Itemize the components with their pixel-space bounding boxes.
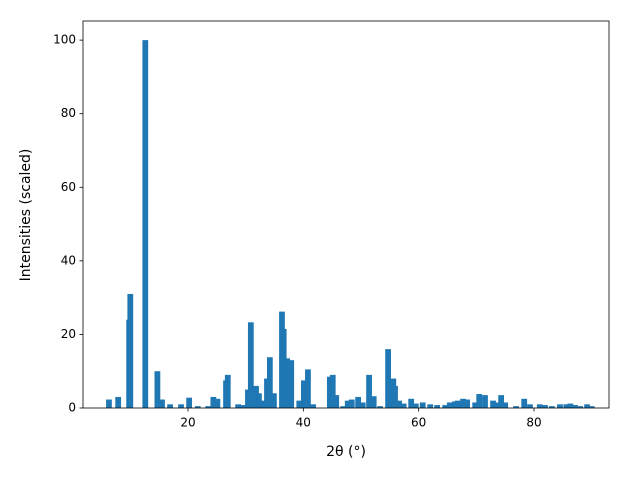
bar [288,360,295,408]
bar [340,406,346,408]
bar [106,399,112,408]
bar [329,374,336,408]
bar [159,399,165,408]
bar [284,358,291,408]
bar [494,402,500,408]
bar [542,405,548,408]
y-tick-label: 60 [61,180,76,194]
bar [127,293,134,408]
bar [355,396,361,408]
bar [408,398,415,408]
bar [235,404,242,408]
bar [271,393,277,408]
bar [584,404,590,408]
bar [301,380,307,408]
bar [412,403,419,408]
y-tick-label: 40 [61,253,76,267]
bar [344,400,351,408]
bar [549,406,555,408]
x-tick-label: 80 [526,416,541,430]
bar [178,404,184,408]
x-tick-label: 40 [296,416,311,430]
bar [258,400,265,408]
bar [490,400,496,408]
bar [442,405,449,408]
bar [536,404,543,408]
bar [482,395,488,408]
bar [296,400,303,408]
bar [557,404,563,408]
bar [527,404,533,408]
bar [142,40,149,409]
bar [385,349,391,408]
bar [377,406,383,408]
bar [577,406,584,408]
bar [396,400,402,408]
bar [194,406,201,408]
bar [513,406,520,408]
bar [392,385,398,408]
bar [333,395,340,408]
bar [359,402,366,408]
bar [210,396,217,408]
bar [476,394,483,408]
x-tick-label: 20 [180,416,195,430]
y-axis-label: Intensities (scaled) [18,149,34,282]
bar [186,397,193,408]
bar [305,369,311,408]
bar [460,398,466,408]
x-axis-label: 2θ (°) [326,444,366,460]
bar [472,402,479,408]
bar [154,371,161,408]
y-tick-label: 20 [61,327,76,341]
x-tick-label: 60 [411,416,426,430]
bar [115,396,122,408]
bar [464,399,471,408]
bar [400,403,407,408]
y-tick-label: 100 [53,33,76,47]
bar [427,404,434,408]
bar [205,406,212,408]
bar [240,405,247,408]
plot-frame [82,20,610,409]
bar [310,404,317,408]
bar [266,357,273,408]
bar [214,398,221,408]
bar [366,374,372,408]
bar [434,405,441,408]
bar [280,328,287,408]
y-tick-label: 80 [61,106,76,120]
bar [446,402,453,408]
bar [563,404,570,408]
bar [572,405,578,408]
bar [167,404,173,408]
bar [502,402,509,408]
bar [419,402,426,408]
bar [588,406,595,408]
bar [370,396,377,408]
bar [567,403,574,408]
bar [498,395,505,408]
bar [247,322,254,408]
bar [521,398,528,408]
bar [224,374,231,408]
y-tick-label: 0 [68,401,76,415]
bar [455,400,461,408]
bar [348,399,355,408]
